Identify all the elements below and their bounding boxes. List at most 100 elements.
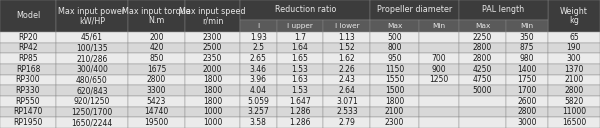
Text: 900: 900 (431, 65, 446, 74)
Text: Max input power
kW/HP: Max input power kW/HP (58, 7, 125, 25)
Bar (548, 32, 600, 43)
Bar (323, 53, 370, 64)
Bar (277, 75, 323, 85)
Bar (459, 96, 506, 107)
Text: 4.04: 4.04 (250, 86, 267, 95)
Bar (56, 64, 128, 75)
Text: 2500: 2500 (203, 44, 222, 52)
Bar (240, 85, 277, 96)
Text: 2300: 2300 (385, 118, 404, 127)
Bar (240, 53, 277, 64)
Text: 620/843: 620/843 (76, 86, 108, 95)
Text: RP1950: RP1950 (13, 118, 43, 127)
Bar (459, 32, 506, 43)
Text: I: I (257, 23, 259, 29)
Text: 1000: 1000 (203, 108, 222, 116)
Text: 2100: 2100 (385, 108, 404, 116)
Text: RP20: RP20 (18, 33, 38, 42)
Bar (128, 107, 185, 117)
Text: 100/135: 100/135 (76, 44, 108, 52)
Bar (240, 43, 277, 53)
Bar (128, 75, 185, 85)
Bar (128, 117, 185, 128)
Text: 65: 65 (569, 33, 579, 42)
Bar (459, 75, 506, 85)
Bar (128, 0, 185, 32)
Bar (419, 20, 459, 32)
Bar (277, 64, 323, 75)
Text: I lower: I lower (335, 23, 359, 29)
Bar (506, 85, 548, 96)
Bar (128, 32, 185, 43)
Bar (185, 64, 240, 75)
Text: 11000: 11000 (562, 108, 586, 116)
Text: 1800: 1800 (203, 76, 222, 84)
Text: 5820: 5820 (564, 97, 584, 106)
Bar (506, 107, 548, 117)
Text: RP168: RP168 (16, 65, 40, 74)
Text: 2800: 2800 (473, 54, 492, 63)
Bar (0, 43, 56, 53)
Bar (0, 96, 56, 107)
Bar (370, 117, 419, 128)
Bar (506, 117, 548, 128)
Bar (0, 53, 56, 64)
Text: 300/400: 300/400 (76, 65, 108, 74)
Bar (56, 75, 128, 85)
Bar (56, 43, 128, 53)
Text: 2.5: 2.5 (252, 44, 264, 52)
Bar (240, 64, 277, 75)
Text: 980: 980 (520, 54, 534, 63)
Bar (459, 53, 506, 64)
Bar (56, 53, 128, 64)
Text: 1.53: 1.53 (292, 65, 308, 74)
Bar (419, 117, 459, 128)
Bar (0, 32, 56, 43)
Text: RP550: RP550 (16, 97, 40, 106)
Bar (419, 43, 459, 53)
Bar (548, 43, 600, 53)
Bar (56, 0, 128, 32)
Text: 920/1250: 920/1250 (74, 97, 110, 106)
Bar (323, 32, 370, 43)
Bar (185, 53, 240, 64)
Text: 1.286: 1.286 (289, 118, 311, 127)
Text: 2300: 2300 (203, 33, 222, 42)
Text: Min: Min (520, 23, 533, 29)
Text: 1800: 1800 (203, 86, 222, 95)
Bar (323, 64, 370, 75)
Bar (323, 85, 370, 96)
Bar (56, 117, 128, 128)
Text: 1.63: 1.63 (292, 76, 308, 84)
Text: 1500: 1500 (385, 86, 404, 95)
Text: 1250/1700: 1250/1700 (71, 108, 113, 116)
Text: RP42: RP42 (18, 44, 38, 52)
Bar (0, 75, 56, 85)
Bar (323, 107, 370, 117)
Bar (185, 0, 240, 32)
Text: 420: 420 (149, 44, 164, 52)
Bar (240, 75, 277, 85)
Bar (0, 107, 56, 117)
Text: 1.13: 1.13 (338, 33, 355, 42)
Text: 2.26: 2.26 (338, 65, 355, 74)
Bar (323, 96, 370, 107)
Text: 1.93: 1.93 (250, 33, 266, 42)
Text: PAL length: PAL length (482, 6, 524, 14)
Text: RP1470: RP1470 (13, 108, 43, 116)
Text: 1.647: 1.647 (289, 97, 311, 106)
Text: RP330: RP330 (16, 86, 40, 95)
Bar (56, 107, 128, 117)
Bar (277, 117, 323, 128)
Text: 1.286: 1.286 (289, 108, 311, 116)
Text: Max: Max (475, 23, 490, 29)
Text: 2.43: 2.43 (338, 76, 355, 84)
Text: 2800: 2800 (473, 44, 492, 52)
Bar (548, 64, 600, 75)
Text: 875: 875 (520, 44, 534, 52)
Bar (506, 20, 548, 32)
Bar (370, 107, 419, 117)
Bar (277, 107, 323, 117)
Bar (240, 96, 277, 107)
Bar (548, 75, 600, 85)
